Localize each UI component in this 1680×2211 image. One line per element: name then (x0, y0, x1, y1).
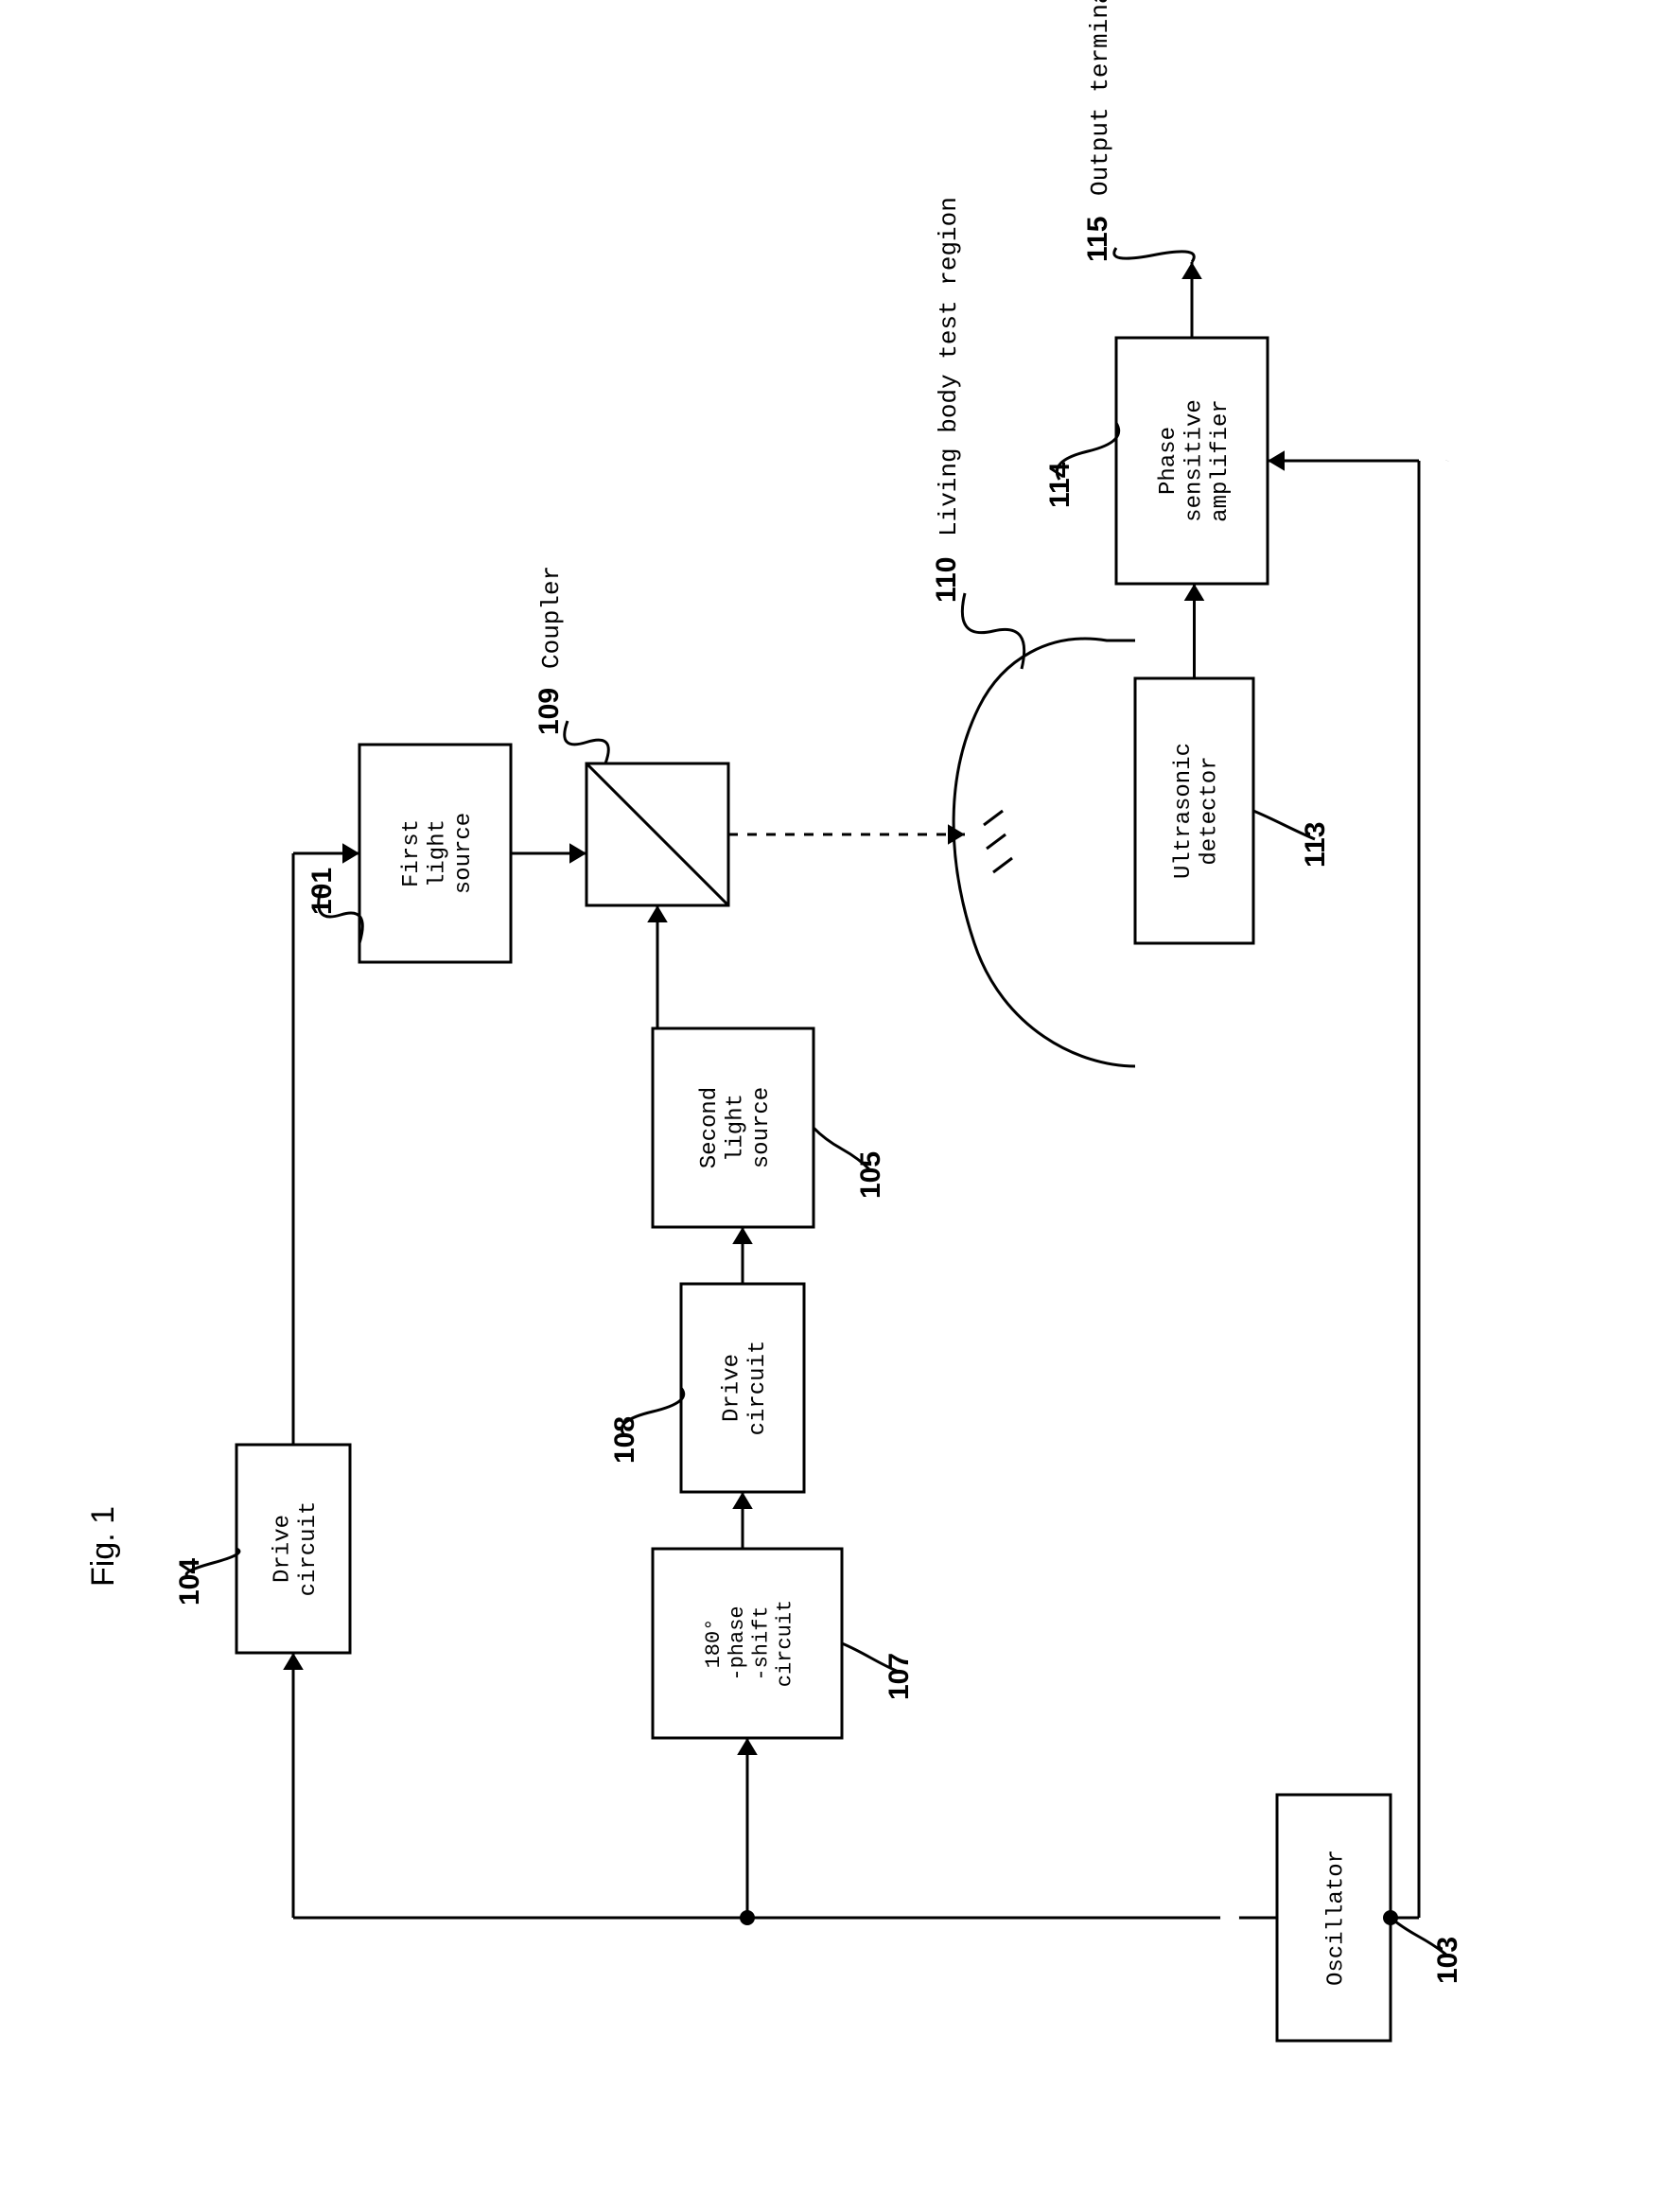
svg-text:amplifier: amplifier (1208, 399, 1234, 522)
svg-text:Drive: Drive (720, 1354, 745, 1422)
living-body-outline (954, 639, 1135, 1066)
refnum-coupler: 109 (534, 688, 565, 735)
refnum-ultrasonic: 113 (1300, 822, 1331, 868)
block-second_light: Secondlightsource (653, 1028, 814, 1227)
svg-text:Oscillator: Oscillator (1323, 1850, 1349, 1986)
refnum-oscillator: 103 (1432, 1937, 1463, 1984)
refnum-second_light: 105 (855, 1151, 886, 1199)
refnum-drive_104: 104 (174, 1558, 205, 1606)
diagram-canvas: Fig. 1OscillatorDrivecircuitFirstlightso… (0, 0, 1680, 2211)
svg-text:Drive: Drive (271, 1515, 296, 1583)
svg-text:detector: detector (1198, 756, 1223, 865)
block-first_light: Firstlightsource (359, 745, 511, 962)
label-living-body: Living body test region (935, 197, 963, 536)
svg-text:source: source (451, 813, 477, 894)
svg-text:Phase: Phase (1156, 427, 1181, 495)
svg-text:source: source (749, 1087, 775, 1168)
refnum-first_light: 101 (306, 868, 338, 915)
block-drive_104: Drivecircuit (236, 1445, 350, 1653)
svg-text:sensitive: sensitive (1181, 399, 1207, 522)
figure-title: Fig. 1 (85, 1506, 121, 1587)
refnum-phase_amp: 114 (1044, 462, 1076, 508)
block-phase_amp: Phasesensitiveamplifier (1116, 338, 1268, 584)
refnum-output: 115 (1082, 217, 1113, 262)
block-ultrasonic: Ultrasonicdetector (1135, 678, 1253, 943)
refnum-phase_shift: 107 (884, 1653, 915, 1700)
block-coupler (586, 763, 728, 905)
svg-text:circuit: circuit (745, 1341, 771, 1436)
label-coupler: Coupler (537, 566, 566, 669)
svg-text:Second: Second (697, 1087, 723, 1168)
svg-text:-shift: -shift (749, 1606, 773, 1680)
block-drive_108: Drivecircuit (681, 1284, 804, 1492)
svg-text:circuit: circuit (296, 1501, 322, 1597)
refnum-living-body: 110 (931, 557, 962, 603)
svg-text:First: First (399, 819, 425, 887)
svg-text:180°: 180° (702, 1619, 726, 1669)
block-phase_shift: 180°-phase-shiftcircuit (653, 1549, 842, 1738)
label-output: Output terminal (1086, 0, 1114, 196)
svg-text:light: light (425, 819, 450, 887)
svg-text:circuit: circuit (774, 1600, 797, 1687)
svg-text:Ultrasonic: Ultrasonic (1171, 743, 1197, 879)
svg-text:-phase: -phase (726, 1606, 749, 1680)
svg-text:light: light (723, 1094, 748, 1162)
block-oscillator: Oscillator (1277, 1795, 1391, 2041)
